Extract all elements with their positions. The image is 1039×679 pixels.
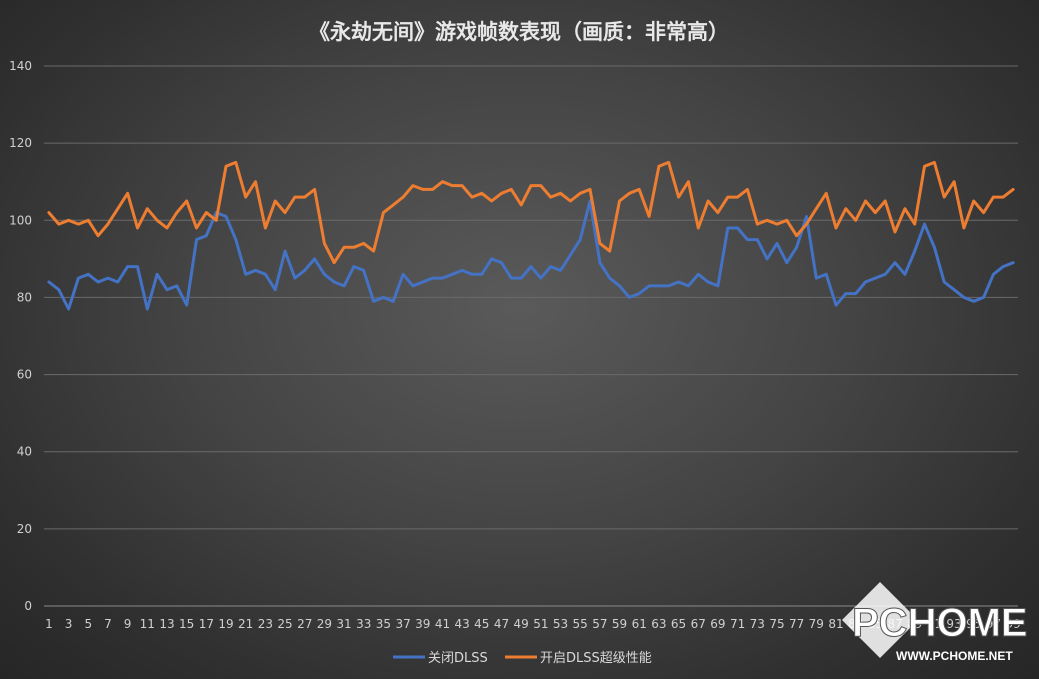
legend-label-dlss-off: 关闭DLSS [428, 651, 488, 666]
x-tick-label: 77 [789, 617, 804, 631]
y-tick-label: 40 [17, 445, 32, 459]
x-tick-label: 55 [573, 617, 588, 631]
x-tick-label: 99 [1005, 617, 1020, 631]
series-lines [47, 160, 1015, 311]
x-tick-label: 45 [474, 617, 489, 631]
y-tick-label: 0 [24, 599, 32, 613]
legend: 关闭DLSS 开启DLSS超级性能 [393, 651, 652, 666]
x-tick-label: 21 [238, 617, 253, 631]
x-tick-label: 97 [986, 617, 1001, 631]
x-tick-label: 69 [710, 617, 725, 631]
x-tick-label: 15 [179, 617, 194, 631]
x-tick-label: 5 [84, 617, 92, 631]
x-tick-label: 65 [671, 617, 686, 631]
x-tick-label: 81 [828, 617, 843, 631]
y-tick-label: 120 [9, 136, 32, 150]
y-tick-label: 80 [17, 290, 32, 304]
x-tick-label: 41 [435, 617, 450, 631]
y-tick-label: 100 [9, 213, 32, 227]
watermark-url: WWW.PCHOME.NET [896, 649, 1013, 663]
x-tick-label: 49 [514, 617, 529, 631]
x-tick-label: 33 [356, 617, 371, 631]
x-tick-label: 13 [159, 617, 174, 631]
gridlines [44, 65, 1018, 607]
x-tick-label: 27 [297, 617, 312, 631]
x-tick-label: 9 [124, 617, 132, 631]
x-tick-label: 1 [45, 617, 53, 631]
y-tick-label: 20 [17, 522, 32, 536]
x-tick-label: 35 [376, 617, 391, 631]
y-tick-label: 140 [9, 59, 32, 73]
x-tick-label: 37 [395, 617, 410, 631]
x-tick-label: 23 [258, 617, 273, 631]
watermark-logo-text: PCHOME [852, 601, 1028, 645]
x-tick-label: 51 [533, 617, 548, 631]
legend-label-dlss-on: 开启DLSS超级性能 [540, 651, 652, 666]
x-tick-label: 47 [494, 617, 509, 631]
series-line-dlss-off [47, 199, 1015, 311]
x-tick-label: 67 [691, 617, 706, 631]
chart-title: 《永劫无间》游戏帧数表现（画质：非常高） [309, 20, 729, 44]
x-tick-label: 3 [65, 617, 73, 631]
x-tick-label: 29 [317, 617, 332, 631]
x-tick-label: 63 [651, 617, 666, 631]
x-tick-label: 7 [104, 617, 112, 631]
x-tick-label: 59 [612, 617, 627, 631]
x-tick-label: 31 [336, 617, 351, 631]
x-tick-label: 93 [946, 617, 961, 631]
pchome-logo-icon [842, 582, 918, 658]
series-line-dlss-on [47, 160, 1015, 265]
x-tick-label: 11 [140, 617, 155, 631]
x-tick-label: 25 [277, 617, 292, 631]
pchome-watermark: PCHOME WWW.PCHOME.NET [842, 582, 1028, 663]
x-tick-label: 53 [553, 617, 568, 631]
x-tick-label: 61 [632, 617, 647, 631]
y-tick-label: 60 [17, 368, 32, 382]
x-tick-label: 71 [730, 617, 745, 631]
x-tick-label: 73 [750, 617, 765, 631]
x-tick-label: 79 [809, 617, 824, 631]
x-tick-label: 17 [199, 617, 214, 631]
x-tick-label: 57 [592, 617, 607, 631]
y-axis-tick-labels: 0 20 40 60 80 100 120 140 [9, 59, 32, 613]
x-tick-label: 39 [415, 617, 430, 631]
x-tick-label: 75 [769, 617, 784, 631]
x-tick-label: 43 [454, 617, 469, 631]
x-tick-label: 91 [927, 617, 942, 631]
x-tick-label: 19 [218, 617, 233, 631]
x-tick-label: 95 [966, 617, 981, 631]
